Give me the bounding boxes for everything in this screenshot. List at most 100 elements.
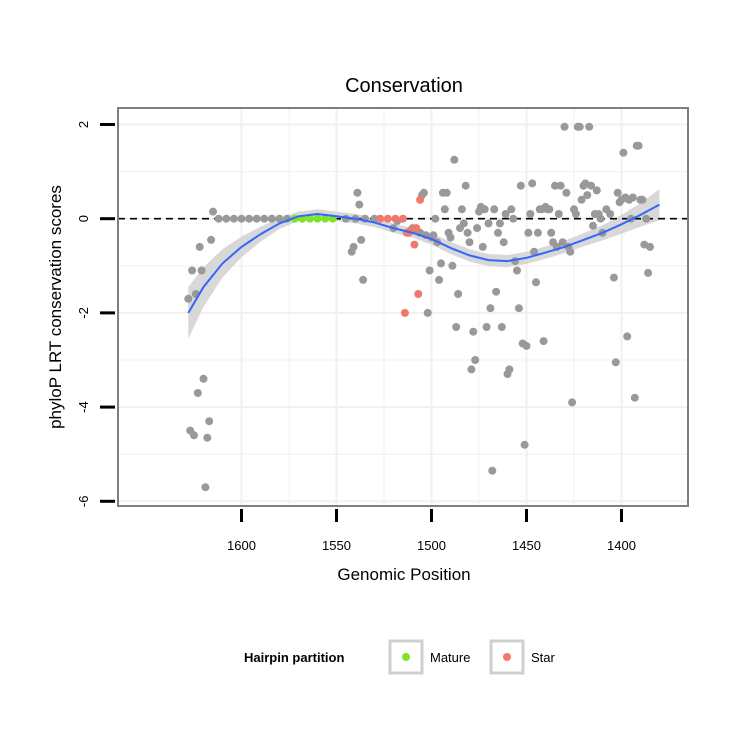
data-point <box>193 389 202 397</box>
data-point <box>551 181 559 190</box>
data-point <box>429 231 438 240</box>
data-point <box>190 431 198 440</box>
data-point <box>558 238 567 247</box>
data-point <box>505 365 514 374</box>
legend-key-mature <box>388 639 424 675</box>
legend-entry-mature: Mature <box>388 639 470 675</box>
data-point <box>492 287 501 296</box>
legend-dot-star <box>503 653 511 661</box>
x-axis-title: Genomic Position <box>337 565 470 584</box>
data-point <box>199 374 208 383</box>
x-tick-label: 1400 <box>607 538 636 553</box>
legend-dot-mature <box>402 653 410 661</box>
data-point <box>520 440 529 449</box>
data-point <box>305 214 314 223</box>
series-other <box>184 122 654 492</box>
data-point <box>437 259 445 268</box>
data-point <box>589 221 597 230</box>
x-axis: 1600 1550 1500 1450 1400 <box>227 509 636 553</box>
data-point <box>209 207 217 216</box>
legend-title: Hairpin partition <box>244 650 344 665</box>
data-point <box>184 294 193 303</box>
x-tick-label: 1600 <box>227 538 256 553</box>
data-point <box>568 398 577 407</box>
data-point <box>522 341 531 350</box>
data-point <box>628 193 637 202</box>
data-point <box>446 233 455 242</box>
data-point <box>545 205 554 214</box>
data-point <box>260 214 269 223</box>
data-point <box>416 195 425 204</box>
data-point <box>469 327 478 336</box>
data-point <box>463 228 472 237</box>
data-point <box>495 219 504 228</box>
data-point <box>195 242 204 251</box>
data-point <box>501 210 510 218</box>
plot-panel <box>118 108 688 506</box>
data-point <box>355 200 364 209</box>
data-point <box>488 466 497 475</box>
data-point <box>490 205 499 214</box>
data-point <box>237 214 246 223</box>
data-point <box>440 205 449 214</box>
data-point <box>482 323 491 331</box>
legend-key-star <box>489 639 525 675</box>
data-point <box>370 214 379 223</box>
data-points <box>184 122 654 492</box>
data-point <box>313 214 322 223</box>
data-point <box>203 433 212 442</box>
y-tick-label: -4 <box>76 401 91 413</box>
x-tick-label: 1550 <box>322 538 351 553</box>
x-tick-label: 1500 <box>417 538 446 553</box>
data-point <box>638 195 647 204</box>
data-point <box>634 141 643 150</box>
data-point <box>566 247 575 256</box>
data-point <box>644 268 653 277</box>
data-point <box>513 266 521 275</box>
data-point <box>526 210 535 218</box>
data-point <box>532 278 540 287</box>
y-tick-label: 0 <box>76 215 91 222</box>
data-point <box>471 356 480 364</box>
data-point <box>592 186 601 195</box>
legend-label-mature: Mature <box>430 650 470 665</box>
data-point <box>587 181 596 190</box>
data-point <box>575 122 584 131</box>
data-point <box>383 214 392 223</box>
data-point <box>391 214 400 223</box>
data-point <box>442 188 451 197</box>
data-point <box>583 191 592 200</box>
y-tick-label: -6 <box>76 496 91 508</box>
data-point <box>412 224 421 233</box>
data-point <box>609 273 618 282</box>
data-point <box>514 304 523 313</box>
data-point <box>646 242 654 251</box>
data-point <box>611 358 620 367</box>
data-point <box>560 122 569 131</box>
data-point <box>450 155 459 164</box>
legend: Hairpin partition Mature Star <box>244 639 556 675</box>
data-point <box>207 235 216 244</box>
data-point <box>229 214 238 223</box>
data-point <box>454 290 463 298</box>
data-point <box>357 235 366 244</box>
data-point <box>431 214 440 223</box>
data-point <box>596 214 605 223</box>
data-point <box>571 210 580 218</box>
data-point <box>606 210 615 218</box>
data-point <box>630 393 639 402</box>
data-point <box>435 275 444 284</box>
legend-entry-star: Star <box>489 639 556 675</box>
data-point <box>499 238 508 247</box>
data-point <box>507 205 516 214</box>
legend-label-star: Star <box>531 650 556 665</box>
data-point <box>497 323 506 331</box>
data-point <box>197 266 206 275</box>
x-tick-label: 1450 <box>512 538 541 553</box>
data-point <box>353 188 362 197</box>
data-point <box>461 181 470 190</box>
data-point <box>359 275 368 284</box>
data-point <box>486 304 495 313</box>
data-point <box>321 214 330 223</box>
data-point <box>484 219 493 228</box>
